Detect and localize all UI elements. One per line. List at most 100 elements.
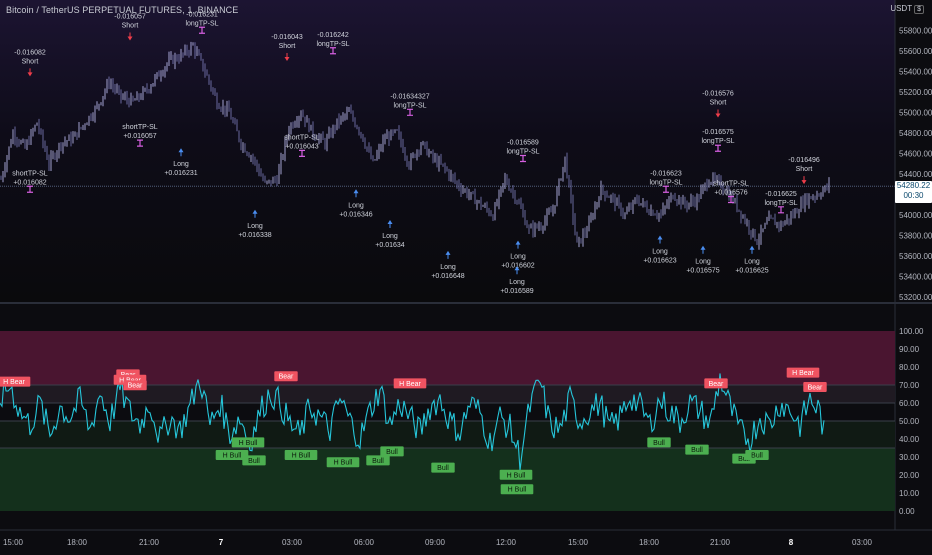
trade-label: -0.016589: [507, 140, 539, 147]
time-axis-label: 06:00: [354, 538, 375, 547]
currency-label[interactable]: USDT $: [890, 4, 924, 14]
trade-label: longTP-SL: [506, 149, 539, 156]
trade-label: -0.016242: [317, 32, 349, 39]
price-axis-tick: 55200.00: [899, 88, 932, 97]
chart-title: Bitcoin / TetherUS PERPETUAL FUTURES, 1,…: [6, 5, 239, 15]
rsi-axis-tick: 90.00: [899, 345, 920, 354]
long-entry-arrow: [252, 209, 258, 218]
bear-signal-label: H Bear: [3, 379, 25, 386]
long-entry-arrow: [700, 245, 706, 254]
bull-signal-label: H Bull: [507, 472, 526, 479]
exit-marker: [27, 185, 33, 193]
bull-signal-label: H Bull: [334, 460, 353, 467]
trade-label: Long: [744, 259, 760, 266]
bull-signal-bg: [431, 462, 455, 473]
overbought-zone: [0, 331, 895, 385]
trade-label: -0.016576: [702, 90, 734, 97]
time-axis-label: 15:00: [568, 538, 589, 547]
time-axis-label: 7: [219, 538, 224, 547]
price-axis-tick: 53600.00: [899, 252, 932, 261]
rsi-axis-tick: 30.00: [899, 453, 920, 462]
rsi-axis-tick: 100.00: [899, 327, 924, 336]
bear-signal-label: Bear: [709, 381, 724, 388]
exit-marker: [330, 47, 336, 55]
trade-label: Short: [279, 43, 296, 50]
long-entry-arrow: [387, 220, 393, 229]
bear-signal-bg: [123, 380, 147, 391]
trade-label: Long: [382, 233, 398, 240]
price-axis-tick: 54400.00: [899, 170, 932, 179]
rsi-axis-tick: 40.00: [899, 435, 920, 444]
trade-label: longTP-SL: [701, 138, 734, 145]
exit-marker: [778, 206, 784, 214]
bull-signal-label: H Bull: [292, 453, 311, 460]
exit-marker: [715, 144, 721, 152]
trade-label: -0.016043: [271, 34, 303, 41]
trade-label: +0.016602: [501, 263, 534, 270]
rsi-axis-tick: 60.00: [899, 399, 920, 408]
exit-marker: [663, 185, 669, 193]
time-axis-label: 18:00: [639, 538, 660, 547]
short-entry-arrow: [284, 53, 290, 62]
bear-signal-bg: [803, 382, 827, 392]
trade-label: +0.016623: [643, 257, 676, 264]
time-axis-label: 21:00: [139, 538, 160, 547]
price-axis-tick: 54600.00: [899, 149, 932, 158]
trade-label: Short: [796, 166, 813, 173]
long-entry-arrow: [178, 148, 184, 157]
short-entry-arrow: [127, 32, 133, 41]
bull-signal-label: H Bull: [239, 440, 258, 447]
bear-signal-label: H Bear: [792, 370, 814, 377]
time-axis-label: 03:00: [852, 538, 873, 547]
time-axis-label: 15:00: [3, 538, 24, 547]
trade-label: -0.016057: [114, 14, 146, 21]
bear-signal-bg: [704, 378, 728, 389]
bull-signal-bg: [242, 455, 266, 466]
trade-label: +0.016043: [285, 143, 318, 150]
price-axis-tick: 55600.00: [899, 47, 932, 56]
last-price: 54280.22: [896, 181, 931, 190]
trade-label: +0.016346: [339, 211, 372, 218]
trade-label: longTP-SL: [185, 20, 218, 27]
bear-signal-bg: [393, 378, 427, 389]
bear-signal-label: Bear: [128, 383, 143, 390]
bull-signal-label: H Bull: [223, 453, 242, 460]
exit-marker: [728, 195, 734, 204]
time-axis-label: 09:00: [425, 538, 446, 547]
bull-signal-label: Bull: [437, 465, 449, 472]
trade-label: Long: [173, 161, 189, 168]
bull-signal-bg: [499, 469, 533, 480]
trade-label: Short: [22, 58, 39, 65]
short-entry-arrow: [715, 109, 721, 118]
bull-signal-bg: [380, 446, 404, 457]
rsi-axis-tick: 0.00: [899, 507, 915, 516]
price-axis-tick: 53400.00: [899, 272, 932, 281]
rsi-line: [0, 373, 825, 471]
price-axis-tick: 54000.00: [899, 211, 932, 220]
exit-marker: [520, 154, 526, 163]
trade-label: shortTP-SL: [12, 170, 48, 177]
trade-label: Long: [348, 202, 364, 209]
short-entry-arrow: [801, 176, 807, 185]
bull-signal-label: Bull: [248, 458, 260, 465]
bull-signal-bg: [366, 455, 390, 466]
bear-signal-label: Bear: [279, 374, 294, 381]
trade-label: Long: [695, 259, 711, 266]
price-axis-tick: 53800.00: [899, 231, 932, 240]
trade-label: -0.016231: [186, 11, 218, 18]
exit-marker: [299, 149, 305, 157]
time-axis-label: 21:00: [710, 538, 731, 547]
trade-label: -0.016496: [788, 157, 820, 164]
rsi-axis-tick: 70.00: [899, 381, 920, 390]
exit-marker: [407, 108, 413, 116]
bull-signal-bg: [500, 484, 534, 495]
trade-label: Long: [247, 223, 263, 230]
last-price-badge: 54280.22 00:30: [895, 181, 932, 203]
trade-label: shortTP-SL: [713, 181, 749, 188]
trade-label: Short: [710, 99, 727, 106]
rsi-axis-tick: 20.00: [899, 471, 920, 480]
bear-signal-label: Bear: [808, 385, 823, 392]
long-entry-arrow: [657, 235, 663, 244]
